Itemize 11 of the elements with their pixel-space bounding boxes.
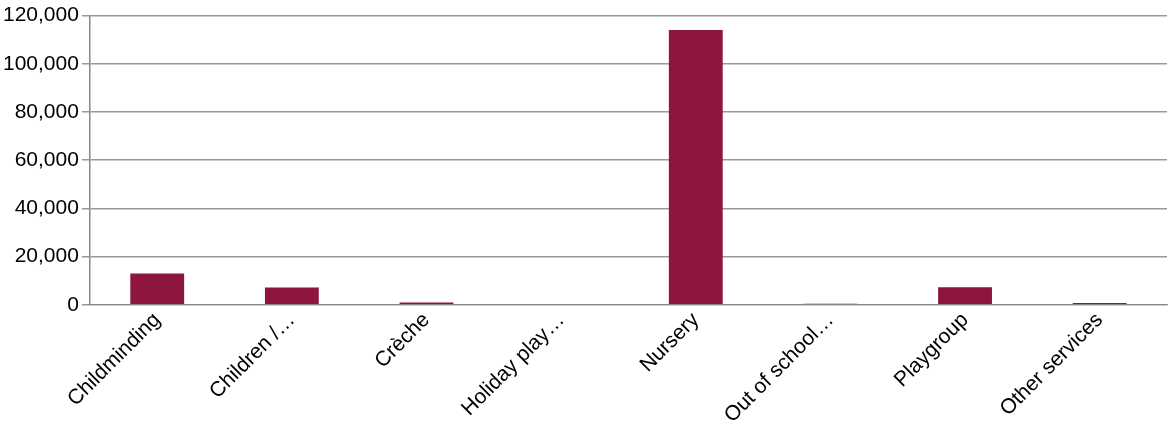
y-tick-label: 120,000: [2, 2, 79, 26]
y-tick-label: 60,000: [14, 147, 79, 171]
bar: [938, 287, 992, 305]
y-tick-label: 100,000: [2, 50, 79, 74]
bar: [130, 273, 185, 305]
y-tick-label: 80,000: [14, 98, 79, 122]
y-tick-label: 40,000: [14, 195, 79, 219]
bar: [668, 30, 723, 305]
y-tick-label: 0: [67, 291, 79, 315]
y-tick-label: 20,000: [14, 243, 79, 267]
bar: [264, 287, 319, 305]
